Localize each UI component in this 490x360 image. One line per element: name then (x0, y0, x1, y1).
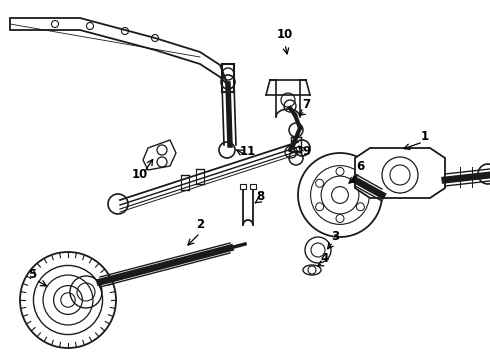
Bar (250, 184, 256, 189)
Polygon shape (143, 140, 176, 170)
Polygon shape (10, 18, 228, 85)
Polygon shape (355, 148, 445, 198)
Text: 6: 6 (356, 160, 364, 173)
Text: 3: 3 (331, 230, 339, 243)
Text: 10: 10 (132, 168, 148, 181)
Text: 9: 9 (302, 145, 310, 158)
Text: 8: 8 (256, 190, 264, 203)
Text: 7: 7 (302, 98, 310, 111)
Bar (240, 184, 246, 189)
Text: 1: 1 (421, 130, 429, 143)
Text: 5: 5 (28, 268, 36, 281)
Text: 10: 10 (277, 28, 293, 41)
Text: 11: 11 (240, 145, 256, 158)
Text: 2: 2 (196, 218, 204, 231)
Text: 4: 4 (321, 252, 329, 265)
